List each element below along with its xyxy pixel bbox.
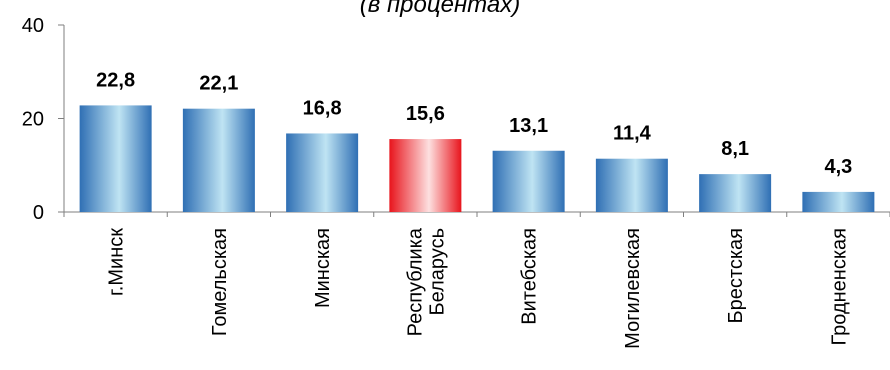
data-label: 22,8 bbox=[96, 69, 135, 91]
x-tick-label: Минская bbox=[312, 228, 334, 308]
bar bbox=[182, 108, 255, 212]
x-tick-label: Гомельская bbox=[209, 228, 231, 336]
x-tick-label: Брестская bbox=[725, 228, 747, 323]
data-label: 11,4 bbox=[613, 123, 652, 145]
data-label: 16,8 bbox=[303, 97, 342, 119]
x-tick-label: Витебская bbox=[519, 228, 541, 325]
y-tick-label: 20 bbox=[22, 109, 44, 131]
data-label: 15,6 bbox=[406, 103, 445, 125]
y-tick-label: 0 bbox=[33, 202, 44, 224]
x-tick-label: Гродненская bbox=[828, 228, 850, 346]
bar-highlight bbox=[389, 139, 462, 212]
bar bbox=[595, 158, 668, 212]
bar bbox=[79, 105, 152, 212]
data-label: 22,1 bbox=[199, 73, 238, 95]
bar bbox=[492, 150, 565, 212]
bar bbox=[286, 133, 359, 212]
x-tick-label: РеспубликаБеларусь bbox=[404, 227, 448, 336]
x-axis bbox=[63, 211, 890, 217]
category-labels: г.Минск Гомельская Минская РеспубликаБелару… bbox=[106, 227, 851, 349]
data-label: 8,1 bbox=[721, 138, 749, 160]
chart-title: (в процентах) bbox=[360, 0, 520, 18]
bars bbox=[79, 105, 875, 212]
data-label: 13,1 bbox=[509, 115, 548, 137]
y-tick-label: 40 bbox=[22, 15, 44, 37]
x-tick-label: Могилевская bbox=[622, 228, 644, 349]
y-axis: 0 20 40 bbox=[22, 15, 65, 224]
data-label: 4,3 bbox=[824, 156, 852, 178]
x-tick-label: г.Минск bbox=[106, 228, 128, 296]
value-labels: 22,8 22,1 16,8 15,6 13,1 11,4 8,1 4,3 bbox=[96, 69, 852, 177]
bar bbox=[699, 174, 772, 212]
bar bbox=[802, 191, 875, 212]
